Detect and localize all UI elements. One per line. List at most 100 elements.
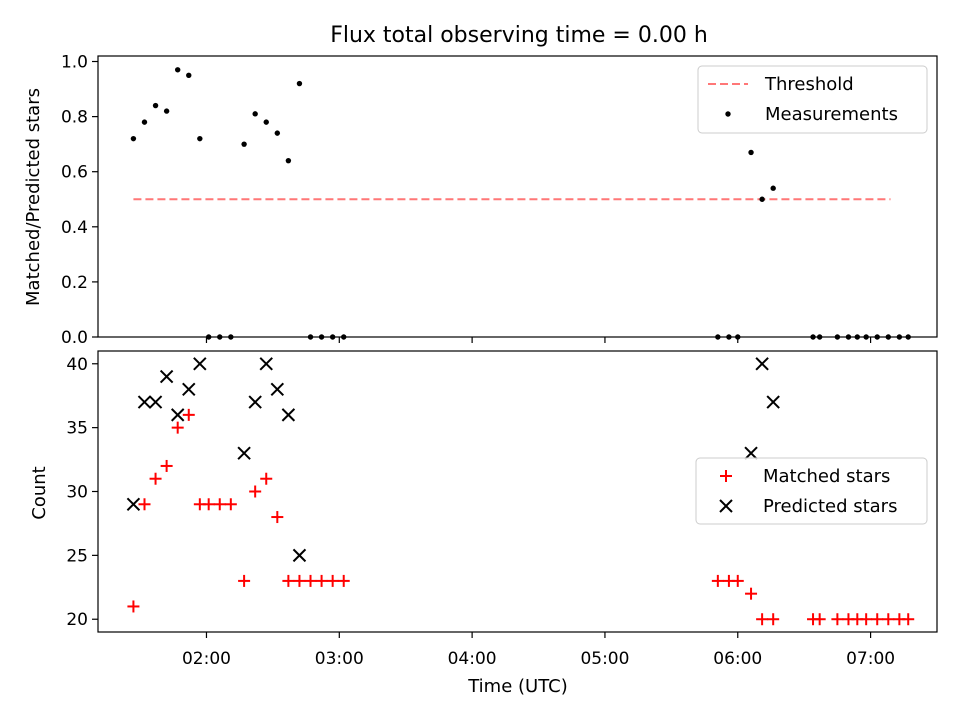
matched-star-marker — [756, 613, 769, 626]
matched-star-marker — [326, 574, 339, 587]
bottom-x-tick-label: 02:00 — [182, 649, 231, 669]
chart-title: Flux total observing time = 0.00 h — [330, 23, 708, 48]
matched-stars-layer — [127, 408, 915, 626]
top-y-tick-label: 1.0 — [61, 53, 88, 73]
legend-predicted-label: Predicted stars — [763, 496, 897, 517]
top-y-tick-label: 0.6 — [61, 163, 88, 183]
bottom-x-tick-label: 04:00 — [448, 649, 497, 669]
measurement-point — [905, 334, 911, 340]
measurement-point — [863, 334, 869, 340]
predicted-star-marker — [159, 369, 174, 384]
measurement-point — [341, 334, 347, 340]
matched-star-marker — [767, 613, 780, 626]
measurement-point — [186, 72, 192, 78]
matched-star-marker — [182, 408, 195, 421]
matched-star-marker — [238, 574, 251, 587]
measurement-point — [715, 334, 721, 340]
matched-star-marker — [293, 574, 306, 587]
measurement-point — [726, 334, 732, 340]
top-y-ticks: 0.0 0.2 0.4 0.6 0.8 1.0 — [61, 53, 98, 348]
predicted-stars-layer — [126, 357, 780, 563]
predicted-star-marker — [281, 408, 296, 422]
legend-matched-swatch — [720, 470, 732, 482]
matched-star-marker — [831, 613, 844, 626]
legend-predicted-swatch — [719, 499, 733, 513]
matched-star-marker — [745, 587, 758, 600]
measurement-point — [770, 185, 776, 191]
top-y-axis-label: Matched/Predicted stars — [23, 88, 44, 306]
top-legend: Threshold Measurements — [697, 65, 928, 134]
legend-measurements-label: Measurements — [765, 104, 898, 125]
matched-star-marker — [282, 574, 295, 587]
measurement-point — [197, 135, 203, 142]
bottom-legend: Matched stars Predicted stars — [695, 457, 928, 525]
predicted-star-marker — [744, 446, 758, 460]
bottom-x-tick-label: 05:00 — [580, 649, 629, 669]
measurement-points-layer — [130, 67, 911, 340]
legend-threshold-label: Threshold — [764, 74, 854, 95]
matched-star-marker — [224, 498, 237, 511]
bottom-y-tick-label: 20 — [66, 610, 88, 630]
bottom-y-tick-label: 35 — [66, 419, 88, 439]
bottom-x-tick-label: 06:00 — [713, 649, 762, 669]
matched-star-marker — [171, 421, 184, 434]
legend-matched-label: Matched stars — [763, 466, 890, 487]
matched-star-marker — [860, 613, 873, 626]
measurement-point — [810, 334, 816, 340]
bottom-y-ticks: 20 25 30 35 40 — [66, 355, 98, 630]
top-y-tick-label: 0.0 — [61, 328, 88, 348]
measurement-point — [205, 334, 212, 340]
matched-star-marker — [711, 574, 724, 587]
top-plot-frame — [97, 55, 938, 338]
measurement-point — [163, 108, 170, 114]
measurement-point — [174, 67, 181, 73]
predicted-star-marker — [148, 395, 163, 409]
measurement-point — [874, 334, 880, 340]
matched-star-marker — [249, 485, 262, 498]
measurement-point — [759, 196, 765, 202]
predicted-star-marker — [248, 395, 262, 409]
matched-star-marker — [271, 511, 284, 524]
bottom-legend-box — [695, 457, 928, 525]
predicted-star-marker — [193, 357, 207, 371]
measurement-point — [263, 119, 269, 125]
matched-star-marker — [902, 613, 915, 626]
predicted-star-marker — [259, 357, 273, 371]
matched-star-marker — [337, 574, 350, 587]
matched-star-marker — [160, 459, 173, 472]
predicted-star-marker — [292, 548, 307, 563]
x-axis-label: Time (UTC) — [467, 676, 568, 697]
measurement-point — [285, 157, 292, 164]
top-x-ticks — [205, 337, 872, 343]
measurement-point — [834, 334, 841, 340]
top-legend-box — [697, 65, 928, 134]
top-panel: 0.0 0.2 0.4 0.6 0.8 1.0 Matched/Predicted sta… — [23, 53, 938, 348]
matched-star-marker — [202, 498, 215, 511]
matched-star-marker — [731, 574, 744, 587]
legend-measurements-swatch — [725, 111, 731, 117]
measurement-point — [228, 334, 234, 340]
measurement-point — [307, 334, 314, 340]
predicted-star-marker — [766, 395, 780, 409]
bottom-y-axis-label: Count — [29, 466, 50, 519]
matched-star-marker — [882, 613, 895, 626]
predicted-star-marker — [126, 497, 141, 511]
predicted-star-marker — [237, 446, 251, 460]
matched-star-marker — [149, 472, 162, 485]
matched-star-marker — [260, 472, 273, 485]
bottom-y-tick-label: 30 — [66, 483, 88, 503]
measurement-point — [274, 130, 281, 136]
measurement-point — [241, 141, 247, 147]
bottom-y-tick-label: 25 — [66, 546, 88, 566]
bottom-y-tick-label: 40 — [66, 355, 88, 375]
measurement-point — [152, 102, 159, 109]
top-y-tick-label: 0.2 — [61, 273, 88, 293]
top-y-tick-label: 0.8 — [61, 108, 88, 128]
bottom-x-ticks: 02:00 03:00 04:00 05:00 06:00 07:00 — [182, 632, 895, 669]
matched-star-marker — [138, 498, 151, 511]
bottom-panel: 20 25 30 35 40 02:00 03:00 04:00 05:00 06:00 07:0… — [29, 350, 938, 697]
matched-star-marker — [213, 498, 226, 511]
measurement-point — [318, 334, 325, 340]
measurement-point — [816, 334, 823, 340]
